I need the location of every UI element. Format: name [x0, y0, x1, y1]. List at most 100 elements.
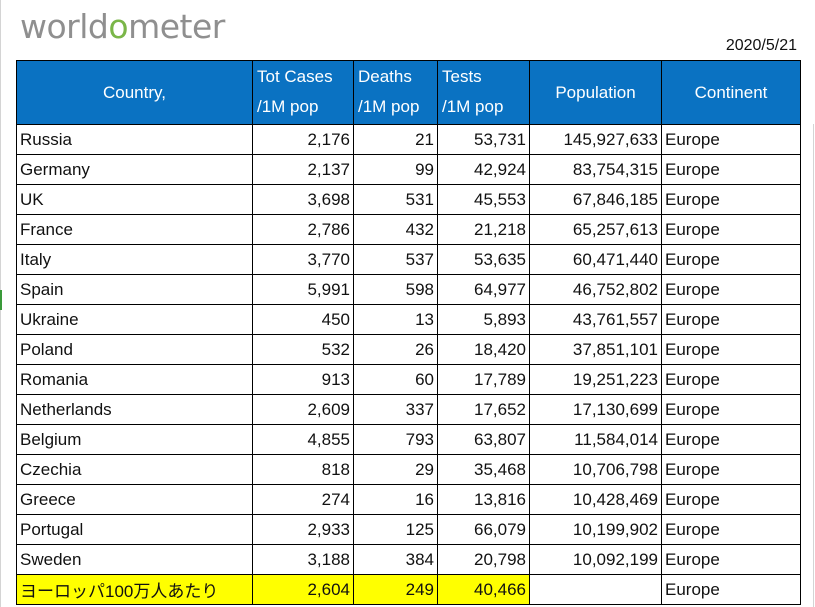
- cell-tests[interactable]: 35,468: [437, 454, 530, 485]
- summary-tests-cell[interactable]: 40,466: [437, 574, 530, 605]
- cell-continent[interactable]: Europe: [661, 484, 801, 515]
- cell-cases[interactable]: 3,770: [252, 244, 354, 275]
- cell-population[interactable]: 83,754,315: [529, 154, 662, 185]
- cell-cases[interactable]: 274: [252, 484, 354, 515]
- cell-tests[interactable]: 5,893: [437, 304, 530, 335]
- header-country[interactable]: Country,: [16, 60, 253, 125]
- cell-continent[interactable]: Europe: [661, 544, 801, 575]
- cell-tests[interactable]: 20,798: [437, 544, 530, 575]
- cell-country[interactable]: Italy: [16, 244, 253, 275]
- summary-continent-cell[interactable]: Europe: [661, 574, 801, 605]
- cell-population[interactable]: 46,752,802: [529, 274, 662, 305]
- cell-deaths[interactable]: 60: [353, 364, 438, 395]
- cell-tests[interactable]: 64,977: [437, 274, 530, 305]
- cell-country[interactable]: Greece: [16, 484, 253, 515]
- cell-cases[interactable]: 2,933: [252, 514, 354, 545]
- cell-country[interactable]: Netherlands: [16, 394, 253, 425]
- cell-cases[interactable]: 450: [252, 304, 354, 335]
- cell-cases[interactable]: 2,176: [252, 124, 354, 155]
- cell-country[interactable]: Belgium: [16, 424, 253, 455]
- cell-continent[interactable]: Europe: [661, 514, 801, 545]
- cell-country[interactable]: Poland: [16, 334, 253, 365]
- cell-population[interactable]: 60,471,440: [529, 244, 662, 275]
- cell-deaths[interactable]: 432: [353, 214, 438, 245]
- cell-population[interactable]: 43,761,557: [529, 304, 662, 335]
- cell-tests[interactable]: 13,816: [437, 484, 530, 515]
- cell-continent[interactable]: Europe: [661, 394, 801, 425]
- summary-deaths-cell[interactable]: 249: [353, 574, 438, 605]
- cell-continent[interactable]: Europe: [661, 454, 801, 485]
- cell-continent[interactable]: Europe: [661, 244, 801, 275]
- cell-continent[interactable]: Europe: [661, 214, 801, 245]
- cell-deaths[interactable]: 598: [353, 274, 438, 305]
- cell-country[interactable]: Germany: [16, 154, 253, 185]
- summary-population-cell[interactable]: [529, 574, 662, 605]
- cell-cases[interactable]: 2,609: [252, 394, 354, 425]
- cell-population[interactable]: 11,584,014: [529, 424, 662, 455]
- cell-deaths[interactable]: 125: [353, 514, 438, 545]
- summary-cases-cell[interactable]: 2,604: [252, 574, 354, 605]
- cell-country[interactable]: France: [16, 214, 253, 245]
- cell-population[interactable]: 10,428,469: [529, 484, 662, 515]
- cell-deaths[interactable]: 537: [353, 244, 438, 275]
- cell-cases[interactable]: 5,991: [252, 274, 354, 305]
- cell-deaths[interactable]: 29: [353, 454, 438, 485]
- cell-population[interactable]: 10,199,902: [529, 514, 662, 545]
- cell-cases[interactable]: 532: [252, 334, 354, 365]
- cell-deaths[interactable]: 384: [353, 544, 438, 575]
- cell-deaths[interactable]: 337: [353, 394, 438, 425]
- summary-label-cell[interactable]: ヨーロッパ100万人あたり: [16, 574, 253, 605]
- header-continent[interactable]: Continent: [661, 60, 801, 125]
- cell-continent[interactable]: Europe: [661, 274, 801, 305]
- cell-deaths[interactable]: 99: [353, 154, 438, 185]
- cell-continent[interactable]: Europe: [661, 124, 801, 155]
- cell-population[interactable]: 19,251,223: [529, 364, 662, 395]
- cell-cases[interactable]: 2,137: [252, 154, 354, 185]
- cell-deaths[interactable]: 531: [353, 184, 438, 215]
- cell-population[interactable]: 17,130,699: [529, 394, 662, 425]
- cell-country[interactable]: UK: [16, 184, 253, 215]
- cell-continent[interactable]: Europe: [661, 334, 801, 365]
- cell-cases[interactable]: 913: [252, 364, 354, 395]
- header-cases[interactable]: Tot Cases/1M pop: [252, 60, 354, 125]
- cell-population[interactable]: 67,846,185: [529, 184, 662, 215]
- cell-tests[interactable]: 17,652: [437, 394, 530, 425]
- cell-tests[interactable]: 42,924: [437, 154, 530, 185]
- cell-tests[interactable]: 18,420: [437, 334, 530, 365]
- cell-deaths[interactable]: 16: [353, 484, 438, 515]
- cell-continent[interactable]: Europe: [661, 304, 801, 335]
- cell-cases[interactable]: 3,188: [252, 544, 354, 575]
- cell-continent[interactable]: Europe: [661, 364, 801, 395]
- header-population[interactable]: Population: [529, 60, 662, 125]
- cell-tests[interactable]: 53,635: [437, 244, 530, 275]
- cell-cases[interactable]: 3,698: [252, 184, 354, 215]
- cell-country[interactable]: Ukraine: [16, 304, 253, 335]
- cell-population[interactable]: 65,257,613: [529, 214, 662, 245]
- cell-cases[interactable]: 4,855: [252, 424, 354, 455]
- cell-population[interactable]: 10,706,798: [529, 454, 662, 485]
- cell-country[interactable]: Sweden: [16, 544, 253, 575]
- cell-country[interactable]: Czechia: [16, 454, 253, 485]
- cell-continent[interactable]: Europe: [661, 184, 801, 215]
- header-tests[interactable]: Tests/1M pop: [437, 60, 530, 125]
- cell-tests[interactable]: 66,079: [437, 514, 530, 545]
- cell-population[interactable]: 10,092,199: [529, 544, 662, 575]
- cell-cases[interactable]: 818: [252, 454, 354, 485]
- cell-tests[interactable]: 53,731: [437, 124, 530, 155]
- cell-deaths[interactable]: 26: [353, 334, 438, 365]
- cell-tests[interactable]: 21,218: [437, 214, 530, 245]
- header-deaths[interactable]: Deaths/1M pop: [353, 60, 438, 125]
- cell-country[interactable]: Romania: [16, 364, 253, 395]
- cell-continent[interactable]: Europe: [661, 154, 801, 185]
- cell-deaths[interactable]: 13: [353, 304, 438, 335]
- cell-country[interactable]: Spain: [16, 274, 253, 305]
- cell-population[interactable]: 37,851,101: [529, 334, 662, 365]
- cell-deaths[interactable]: 21: [353, 124, 438, 155]
- cell-tests[interactable]: 45,553: [437, 184, 530, 215]
- cell-country[interactable]: Portugal: [16, 514, 253, 545]
- cell-population[interactable]: 145,927,633: [529, 124, 662, 155]
- cell-cases[interactable]: 2,786: [252, 214, 354, 245]
- cell-country[interactable]: Russia: [16, 124, 253, 155]
- cell-tests[interactable]: 63,807: [437, 424, 530, 455]
- cell-tests[interactable]: 17,789: [437, 364, 530, 395]
